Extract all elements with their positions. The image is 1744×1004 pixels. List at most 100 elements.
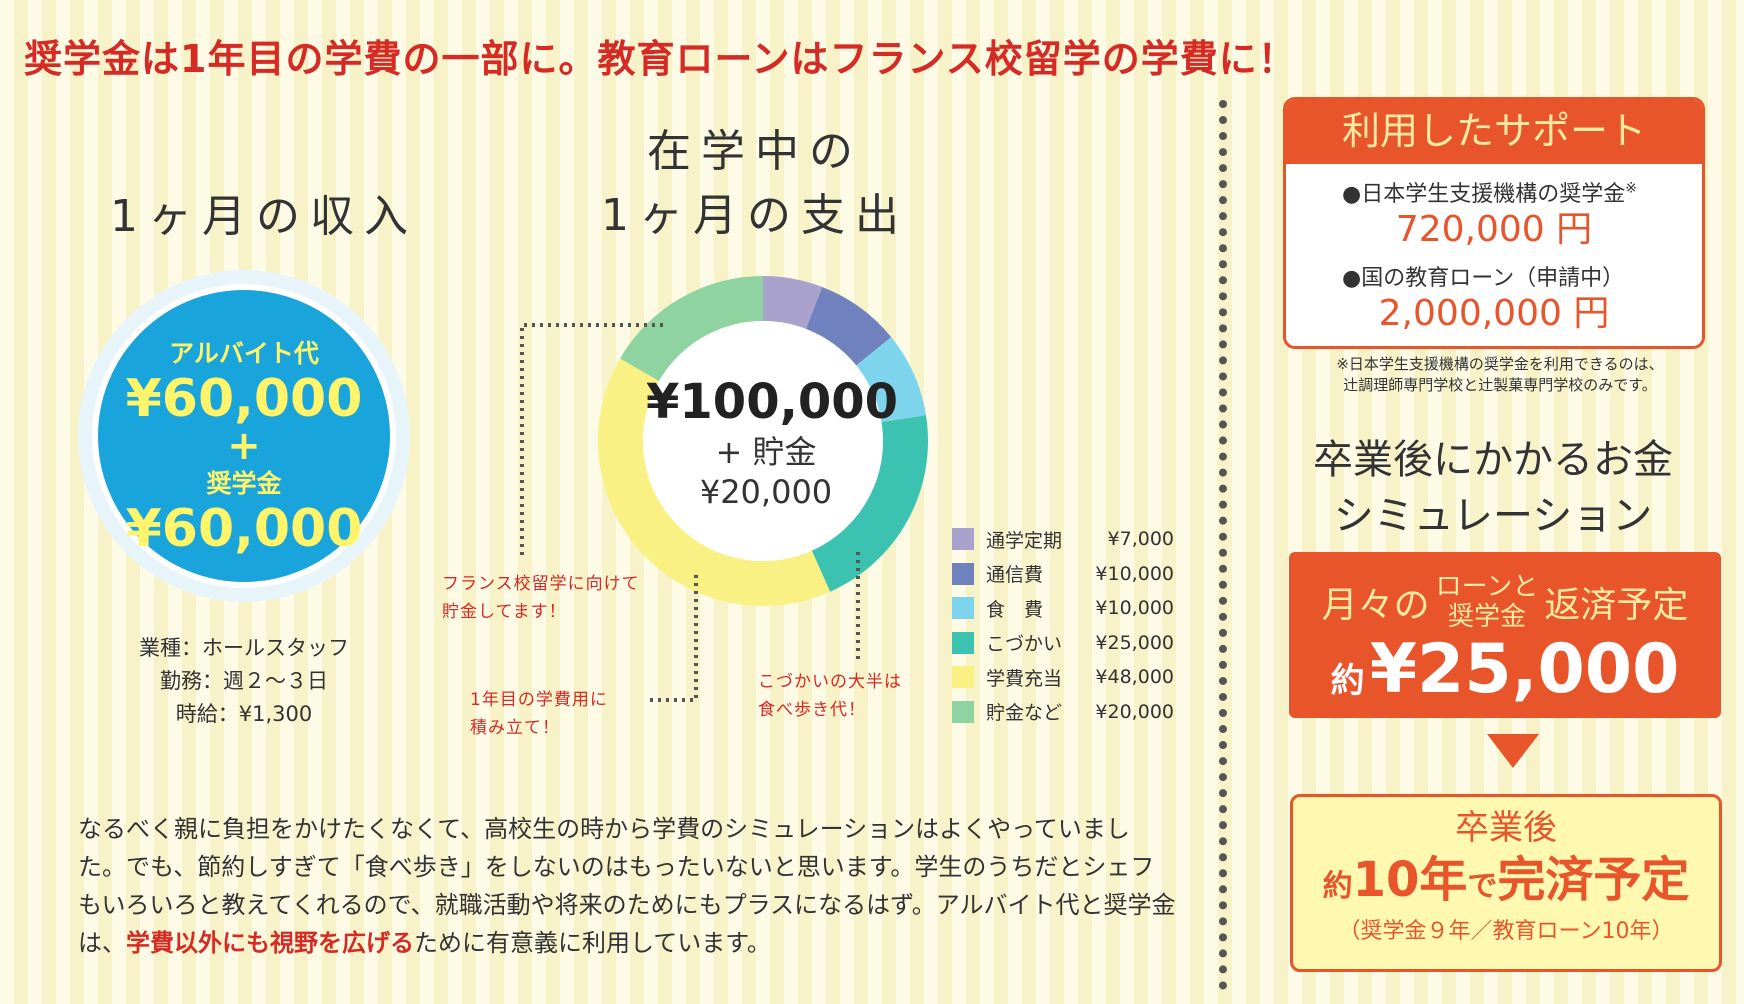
job-details: 業種：ホールスタッフ 勤務：週２〜３日 時給：¥1,300	[110, 632, 378, 731]
down-arrow-icon	[1487, 734, 1539, 768]
legend-value: ¥25,000	[1095, 631, 1174, 654]
monthly-mid-line1: ローンと	[1435, 572, 1539, 602]
monthly-suffix: 返済予定	[1544, 585, 1689, 626]
payoff-detail: （奨学金９年／教育ローン10年）	[1338, 919, 1674, 944]
legend-label: こづかい	[986, 633, 1063, 656]
legend-label: 学費充当	[986, 667, 1063, 690]
legend-label: 通信費	[986, 564, 1044, 587]
testimonial-text: なるべく親に負担をかけたくなくて、高校生の時から学費のシミュレーションはよくやっ…	[78, 810, 1176, 962]
expense-total: ¥100,000	[646, 374, 899, 430]
note-tuition: 1年目の学費用に 積み立て！	[470, 686, 608, 742]
expense-title-line2: 1ヶ月の支出	[601, 190, 909, 241]
note-france-line1: フランス校留学に向けて	[442, 574, 640, 594]
donut-slice-4	[811, 415, 928, 592]
donut-center: ¥100,000 + 貯金 ¥20,000	[646, 372, 899, 512]
legend-item: 食 費 ¥10,000	[952, 591, 1174, 626]
legend-swatch	[952, 666, 974, 689]
income-title: 1ヶ月の収入	[110, 191, 418, 242]
testimonial-part2: ために有意義に利用しています。	[414, 929, 771, 957]
donut-slice-5	[598, 358, 831, 606]
monthly-repayment-label: 月々の ローンと 奨学金 返済予定	[1301, 572, 1709, 632]
testimonial-highlight: 学費以外にも視野を広げる	[126, 929, 414, 957]
legend-value: ¥48,000	[1095, 666, 1174, 689]
job-type: 業種：ホールスタッフ	[139, 636, 349, 660]
legend-swatch	[952, 700, 974, 723]
note-tuition-line2: 積み立て！	[470, 718, 560, 738]
expense-donut-chart	[598, 276, 928, 606]
support-title: 利用したサポート	[1286, 100, 1702, 164]
legend-label: 貯金など	[986, 702, 1063, 725]
scholarship-amount: ¥60,000	[125, 499, 363, 559]
donut-slice-6	[620, 276, 763, 381]
simulation-title-line1: 卒業後にかかるお金	[1313, 437, 1673, 483]
support-note: ※日本学生支援機構の奨学金を利用できるのは、 辻調理師専門学校と辻製菓専門学校の…	[1290, 354, 1710, 396]
monthly-mid: ローンと 奨学金	[1436, 572, 1539, 632]
payoff-box: 卒業後 約10年で完済予定 （奨学金９年／教育ローン10年）	[1290, 794, 1722, 972]
payoff-de: で	[1467, 869, 1498, 904]
parttime-amount: ¥60,000	[125, 369, 363, 429]
support-item2-amount: 2,000,000 円	[1378, 293, 1610, 334]
dotted-divider	[1219, 100, 1227, 990]
savings-label: + 貯金	[715, 433, 817, 471]
monthly-prefix: 月々の	[1321, 585, 1430, 626]
legend-value: ¥10,000	[1095, 597, 1174, 620]
legend-swatch	[952, 597, 974, 620]
payoff-title: 卒業後	[1455, 808, 1557, 848]
chart-legend: 通学定期 ¥7,000 通信費 ¥10,000 食 費 ¥10,000 こづかい ¥25…	[952, 522, 1174, 729]
legend-value: ¥20,000	[1095, 700, 1174, 723]
legend-value: ¥10,000	[1095, 562, 1174, 585]
payoff-years: 10年	[1352, 852, 1468, 908]
expense-title: 在学中の 1ヶ月の支出	[560, 120, 950, 248]
payoff-approx: 約	[1322, 869, 1353, 904]
note-food-line1: こづかいの大半は	[758, 672, 902, 692]
donut-slice-3	[856, 337, 926, 423]
donut-hole	[643, 321, 883, 561]
support-note-line2: 辻調理師専門学校と辻製菓専門学校のみです。	[1343, 376, 1657, 394]
legend-item: こづかい ¥25,000	[952, 626, 1174, 661]
note-france-line2: 貯金してます！	[442, 602, 567, 622]
legend-label: 通学定期	[986, 529, 1063, 552]
support-note-line1: ※日本学生支援機構の奨学金を利用できるのは、	[1336, 355, 1664, 373]
donut-slice-2	[806, 286, 892, 366]
legend-label: 食 費	[986, 598, 1044, 621]
note-france: フランス校留学に向けて 貯金してます！	[442, 570, 640, 626]
support-item-scholarship: ●日本学生支援機構の奨学金※	[1286, 176, 1702, 208]
monthly-amount: ¥25,000	[1369, 630, 1680, 709]
work-days: 勤務：週２〜３日	[160, 669, 328, 693]
payoff-done: 完済予定	[1497, 852, 1690, 908]
legend-value: ¥7,000	[1107, 528, 1174, 551]
legend-swatch	[952, 562, 974, 585]
simulation-title: 卒業後にかかるお金 シミュレーション	[1283, 432, 1703, 544]
headline: 奨学金は1年目の学費の一部に。教育ローンはフランス校留学の学費に！	[24, 37, 1297, 81]
expense-title-line1: 在学中の	[647, 126, 863, 177]
legend-item: 通信費 ¥10,000	[952, 557, 1174, 592]
support-item1-amount: 720,000 円	[1395, 209, 1593, 250]
scholarship-label: 奨学金	[206, 469, 282, 498]
monthly-approx: 約	[1330, 661, 1365, 701]
payoff-main: 約10年で完済予定	[1293, 849, 1719, 918]
income-circle-inner: アルバイト代 ¥60,000 + 奨学金 ¥60,000	[92, 284, 396, 588]
testimonial-part1: なるべく親に負担をかけたくなくて、高校生の時から学費のシミュレーションはよくやっ…	[78, 815, 1176, 957]
plus-sign: +	[227, 423, 261, 469]
parttime-label: アルバイト代	[169, 339, 319, 368]
note-food: こづかいの大半は 食べ歩き代！	[758, 668, 902, 724]
savings-amount: ¥20,000	[699, 473, 833, 511]
legend-swatch	[952, 528, 974, 551]
note-food-line2: 食べ歩き代！	[758, 700, 866, 720]
legend-item: 学費充当 ¥48,000	[952, 660, 1174, 695]
hourly-wage: 時給：¥1,300	[175, 702, 313, 726]
monthly-repayment-box: 月々の ローンと 奨学金 返済予定 約 ¥25,000	[1289, 552, 1721, 718]
support-item1-label: ●日本学生支援機構の奨学金	[1342, 182, 1626, 207]
support-item-loan: ●国の教育ローン（申請中）	[1342, 266, 1625, 291]
support-box: 利用したサポート ●日本学生支援機構の奨学金※ 720,000 円 ●国の教育ロ…	[1283, 97, 1705, 349]
legend-item: 通学定期 ¥7,000	[952, 522, 1174, 557]
legend-swatch	[952, 631, 974, 654]
note-tuition-line1: 1年目の学費用に	[470, 690, 608, 710]
legend-item: 貯金など ¥20,000	[952, 695, 1174, 730]
simulation-title-line2: シミュレーション	[1333, 493, 1653, 539]
connector-france	[520, 323, 663, 560]
monthly-repayment-amount-line: 約 ¥25,000	[1289, 630, 1721, 709]
monthly-mid-line2: 奨学金	[1447, 602, 1526, 632]
donut-slice-1	[763, 276, 823, 329]
